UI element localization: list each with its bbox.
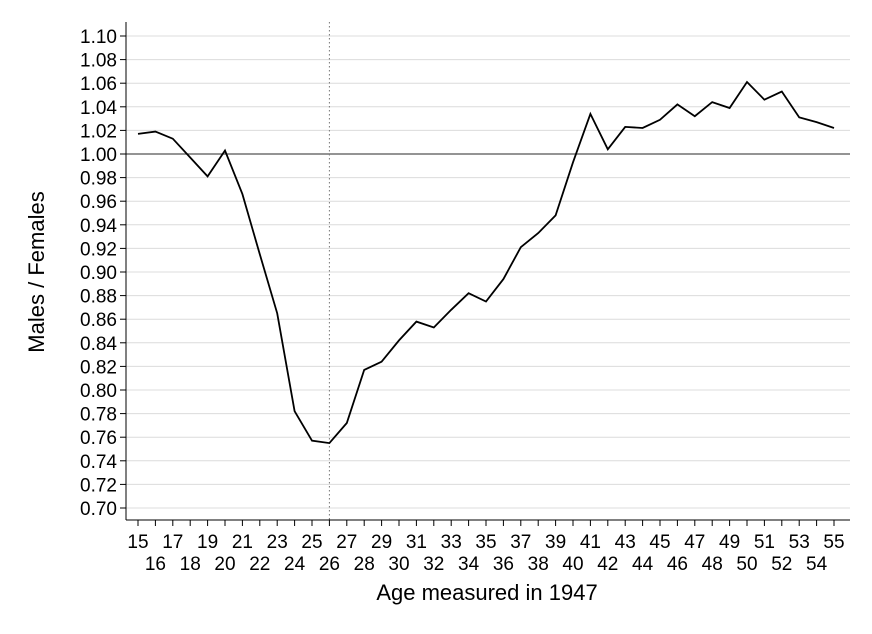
x-tick-label: 40	[562, 554, 583, 575]
x-tick-label: 46	[667, 554, 688, 575]
y-tick-label: 1.02	[80, 121, 117, 142]
y-tick-label: 0.96	[80, 192, 117, 213]
x-tick-label: 34	[458, 554, 480, 575]
y-tick-label: 0.86	[80, 310, 117, 331]
x-tick-label: 49	[719, 532, 740, 553]
y-tick-label: 0.72	[80, 475, 117, 496]
x-tick-label: 45	[649, 532, 670, 553]
series-layer	[137, 80, 835, 445]
x-tick-label: 24	[284, 554, 306, 575]
tick-labels: 0.70 0.720.74 0.760.78 0.80 0.820.84 0.860.88…	[80, 27, 845, 575]
x-tick-label: 22	[249, 554, 270, 575]
axes	[120, 22, 850, 526]
x-tick-label: 16	[145, 554, 166, 575]
x-tick-label: 25	[301, 532, 322, 553]
y-tick-label: 0.98	[80, 169, 117, 190]
y-tick-label: 0.70	[80, 499, 117, 520]
x-tick-label: 37	[510, 532, 531, 553]
x-tick-label: 28	[354, 554, 375, 575]
x-tick-label: 18	[180, 554, 201, 575]
x-tick-label: 55	[823, 532, 844, 553]
x-tick-label: 53	[789, 532, 810, 553]
y-tick-label: 1.10	[80, 27, 117, 48]
x-tick-label: 48	[702, 554, 723, 575]
x-tick-label: 29	[371, 532, 392, 553]
x-tick-label: 54	[806, 554, 828, 575]
x-tick-label: 17	[162, 532, 183, 553]
x-tick-label: 41	[580, 532, 601, 553]
y-tick-label: 0.80	[80, 381, 117, 402]
x-tick-label: 20	[214, 554, 235, 575]
y-tick-label: 0.78	[80, 405, 117, 426]
y-tick-label: 0.82	[80, 357, 117, 378]
x-tick-label: 43	[615, 532, 636, 553]
y-tick-label: 1.06	[80, 74, 117, 95]
y-tick-label: 0.88	[80, 287, 117, 308]
x-tick-label: 39	[545, 532, 566, 553]
x-tick-label: 32	[423, 554, 444, 575]
x-tick-label: 36	[493, 554, 514, 575]
x-tick-label: 26	[319, 554, 340, 575]
reference-lines	[126, 22, 850, 520]
x-tick-label: 52	[771, 554, 792, 575]
x-tick-label: 35	[475, 532, 496, 553]
x-tick-label: 27	[336, 532, 357, 553]
y-tick-label: 1.00	[80, 145, 117, 166]
y-tick-label: 0.92	[80, 239, 117, 260]
x-tick-label: 38	[528, 554, 549, 575]
x-tick-label: 47	[684, 532, 705, 553]
gridlines	[126, 35, 850, 509]
y-tick-label: 0.94	[80, 216, 117, 237]
y-tick-label: 1.04	[80, 98, 117, 119]
y-tick-label: 0.74	[80, 452, 117, 473]
x-tick-label: 50	[736, 554, 757, 575]
series-line	[137, 80, 835, 445]
x-tick-label: 51	[754, 532, 775, 553]
y-tick-label: 1.08	[80, 51, 117, 72]
x-tick-label: 33	[441, 532, 462, 553]
x-tick-label: 30	[388, 554, 409, 575]
x-tick-label: 44	[632, 554, 654, 575]
y-tick-label: 0.76	[80, 428, 117, 449]
y-tick-label: 0.84	[80, 334, 117, 355]
x-axis-title: Age measured in 1947	[376, 580, 597, 605]
x-tick-label: 21	[232, 532, 253, 553]
x-tick-label: 15	[127, 532, 148, 553]
y-axis-title: Males / Females	[24, 191, 49, 352]
x-tick-label: 42	[597, 554, 618, 575]
x-tick-label: 23	[267, 532, 288, 553]
x-tick-label: 31	[406, 532, 427, 553]
x-tick-label: 19	[197, 532, 218, 553]
y-tick-label: 0.90	[80, 263, 117, 284]
